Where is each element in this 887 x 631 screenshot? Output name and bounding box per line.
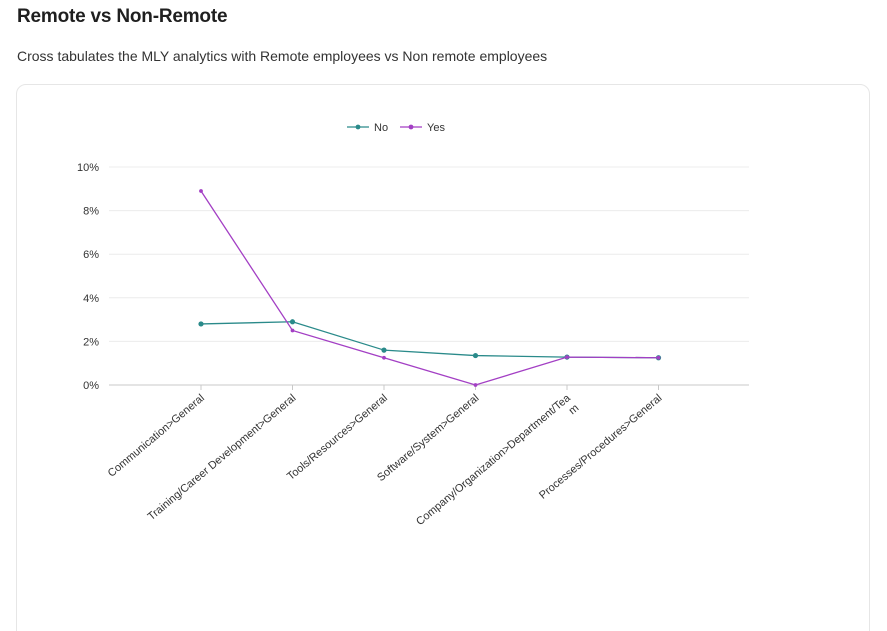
data-point-yes[interactable]: [565, 355, 569, 359]
legend-item-yes[interactable]: Yes: [400, 122, 445, 134]
data-point-no[interactable]: [198, 321, 204, 327]
page-title: Remote vs Non-Remote: [17, 6, 228, 27]
legend-marker: [408, 124, 414, 130]
y-tick-label: 10%: [77, 162, 99, 174]
chart-card: 0% 2% 4% 6% 8% 10% Communication>General Traini…: [16, 84, 870, 631]
line-chart: 0% 2% 4% 6% 8% 10% Communication>GeneralTraini…: [77, 122, 749, 538]
grid: [109, 166, 749, 386]
legend-label: No: [374, 122, 388, 134]
data-point-yes[interactable]: [473, 383, 478, 387]
legend: No Yes: [347, 122, 445, 134]
legend-marker: [355, 124, 361, 130]
x-tick-label: Training/Career Development>General: [146, 392, 299, 523]
data-point-no[interactable]: [472, 352, 479, 359]
legend-item-no[interactable]: No: [347, 122, 388, 134]
data-point-yes[interactable]: [290, 328, 295, 333]
data-point-yes[interactable]: [199, 189, 203, 193]
legend-label: Yes: [427, 122, 445, 134]
data-point-no[interactable]: [289, 319, 296, 325]
data-point-no[interactable]: [381, 347, 387, 353]
series: [198, 189, 662, 387]
y-tick-label: 6%: [83, 249, 99, 261]
y-tick-label: 8%: [83, 206, 99, 218]
y-tick-label: 2%: [83, 336, 99, 348]
series-line-no: [200, 321, 659, 359]
data-point-yes[interactable]: [382, 355, 386, 360]
x-tick-label: Communication>General: [106, 392, 207, 480]
y-tick-label: 0%: [83, 380, 99, 392]
x-tick-label: Tools/Resources>General: [285, 392, 390, 483]
x-tick-label: Company/Organization>Department/Team: [414, 392, 582, 538]
series-line-yes: [200, 190, 659, 386]
page-subtitle: Cross tabulates the MLY analytics with R…: [17, 48, 548, 64]
data-point-yes[interactable]: [656, 355, 661, 360]
x-tick-label: Software/System>General: [375, 392, 481, 484]
axes: 0% 2% 4% 6% 8% 10% Communication>GeneralTraini…: [77, 162, 664, 538]
y-tick-label: 4%: [83, 293, 99, 305]
